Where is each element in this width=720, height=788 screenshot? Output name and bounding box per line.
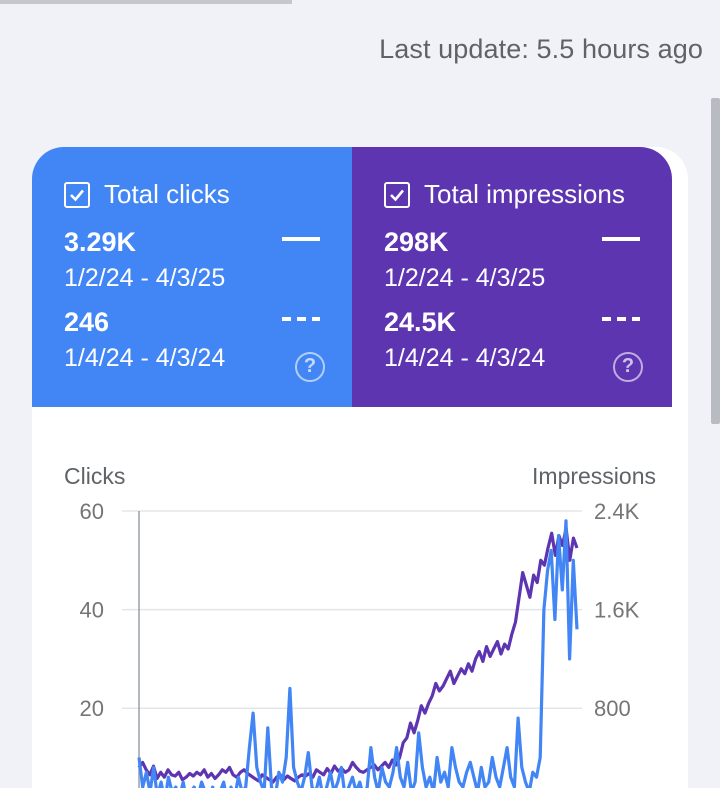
performance-card: Total clicks 3.29K 1/2/24 - 4/3/25 246 1… xyxy=(32,147,688,788)
impressions-title: Total impressions xyxy=(424,179,625,209)
y2-tick-label: 2.4K xyxy=(594,499,640,524)
top-divider xyxy=(0,0,292,4)
total-impressions-tile[interactable]: Total impressions 298K 1/2/24 - 4/3/25 2… xyxy=(352,147,672,407)
check-icon xyxy=(70,189,84,202)
check-icon xyxy=(390,189,404,202)
dashed-line-legend-icon xyxy=(282,317,320,321)
clicks-checkbox[interactable] xyxy=(64,182,90,208)
help-icon[interactable]: ? xyxy=(613,352,643,382)
clicks-axis-title: Clicks xyxy=(64,463,126,489)
clicks-previous-value: 246 xyxy=(64,307,110,337)
y2-tick-label: 1.6K xyxy=(594,598,640,623)
scrollbar[interactable] xyxy=(711,98,720,424)
y2-tick-label: 800 xyxy=(594,696,631,721)
clicks-title: Total clicks xyxy=(104,179,230,209)
impressions-checkbox[interactable] xyxy=(384,182,410,208)
clicks-previous-range: 1/4/24 - 4/3/24 xyxy=(64,344,226,372)
impressions-previous-range: 1/4/24 - 4/3/24 xyxy=(384,344,546,372)
impressions-axis-title: Impressions xyxy=(532,463,656,489)
impressions-previous-value: 24.5K xyxy=(384,307,457,337)
total-clicks-tile[interactable]: Total clicks 3.29K 1/2/24 - 4/3/25 246 1… xyxy=(32,147,352,407)
y-tick-label: 40 xyxy=(80,598,104,623)
y-tick-label: 20 xyxy=(80,696,104,721)
y-tick-label: 60 xyxy=(80,499,104,524)
solid-line-legend-icon xyxy=(602,237,640,241)
impressions-current-range: 1/2/24 - 4/3/25 xyxy=(384,264,546,292)
dashed-line-legend-icon xyxy=(602,317,640,321)
clicks-current-range: 1/2/24 - 4/3/25 xyxy=(64,264,226,292)
impressions-current-value: 298K xyxy=(384,227,449,257)
clicks-series-line xyxy=(137,519,579,788)
solid-line-legend-icon xyxy=(282,237,320,241)
performance-chart: 60 2.4K 40 1.6K 20 800 xyxy=(80,499,640,788)
impressions-series-line xyxy=(137,526,579,784)
clicks-current-value: 3.29K xyxy=(64,227,137,257)
help-icon[interactable]: ? xyxy=(295,352,325,382)
last-update-text: Last update: 5.5 hours ago xyxy=(379,34,703,64)
